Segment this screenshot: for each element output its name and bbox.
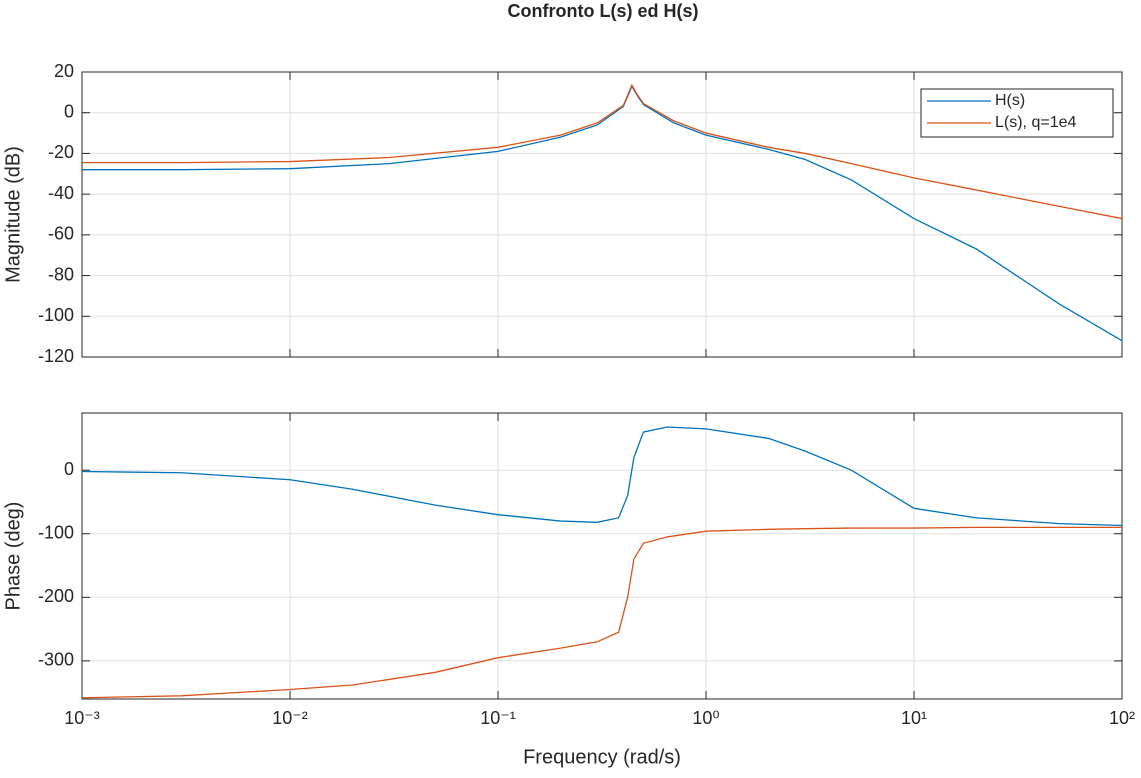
y-tick-label: -20 — [48, 142, 74, 162]
legend-label: H(s) — [995, 92, 1025, 109]
plot-area — [82, 413, 1122, 699]
chart-title: Confronto L(s) ed H(s) — [508, 1, 699, 21]
y-tick-label: -60 — [48, 224, 74, 244]
y-tick-label: -80 — [48, 264, 74, 284]
axes-box — [81, 71, 1123, 358]
y-tick-label: -120 — [38, 346, 74, 366]
axes-box — [81, 412, 1123, 700]
series-line — [81, 526, 1122, 699]
x-tick-label: 10⁻² — [272, 708, 308, 728]
x-tick-label: 10⁰ — [692, 708, 719, 728]
y-tick-label: 0 — [64, 459, 74, 479]
y-axis-label: Magnitude (dB) — [2, 146, 24, 283]
y-tick-label: -40 — [48, 183, 74, 203]
y-tick-label: -200 — [38, 586, 74, 606]
y-axis-label: Phase (deg) — [2, 502, 24, 611]
x-tick-label: 10² — [1109, 708, 1135, 728]
legend-label: L(s), q=1e4 — [995, 114, 1076, 131]
x-tick-label: 10⁻³ — [64, 708, 100, 728]
x-axis-label: Frequency (rad/s) — [523, 746, 681, 768]
y-tick-label: -100 — [38, 305, 74, 325]
series-line — [82, 83, 1123, 220]
y-tick-label: 20 — [54, 61, 74, 81]
y-tick-label: -100 — [38, 523, 74, 543]
legend-box — [920, 88, 1114, 138]
series-line — [81, 426, 1123, 527]
y-tick-label: -300 — [38, 650, 74, 670]
y-tick-label: 0 — [64, 101, 74, 121]
x-tick-label: 10⁻¹ — [480, 708, 516, 728]
x-tick-label: 10¹ — [901, 708, 927, 728]
